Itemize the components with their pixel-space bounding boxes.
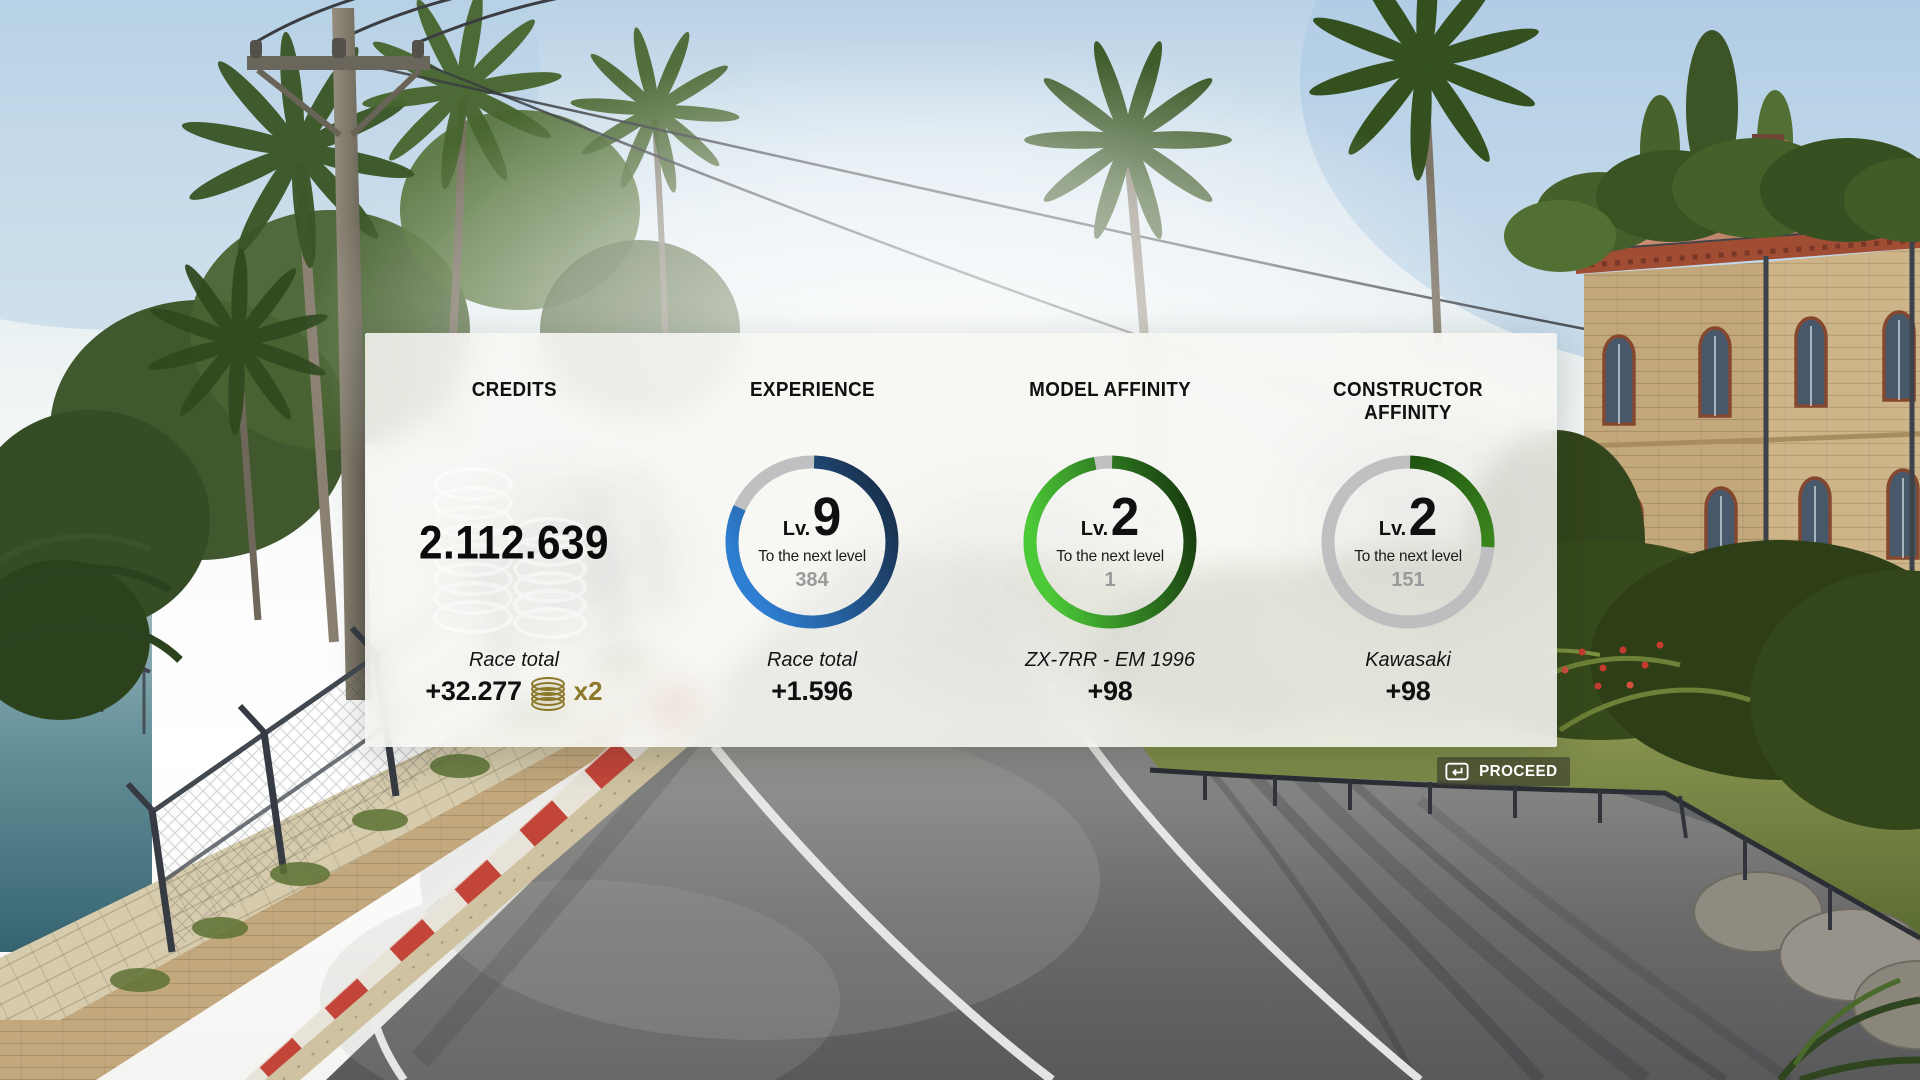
model-affinity-title: MODEL AFFINITY — [1029, 379, 1191, 401]
experience-race-total-value: +1.596 — [771, 676, 853, 706]
credits-race-total-label: Race total — [468, 649, 560, 671]
constructor-affinity-subject: Kawasaki — [1365, 649, 1451, 671]
credits-visual: 2.112.639 — [419, 449, 609, 639]
ring-progress — [1321, 455, 1495, 629]
credits-multiplier-badge: x2 — [573, 675, 603, 706]
constructor-affinity-race-value: +98 — [1385, 676, 1431, 706]
experience-column: EXPERIENCE Lv. 9 To the next level 384 Ra… — [663, 379, 961, 747]
model-affinity-race-value: +98 — [1087, 676, 1133, 706]
model-affinity-next-level-label: To the next level — [1056, 547, 1164, 565]
model-affinity-progress-ring — [1023, 455, 1197, 629]
experience-progress-ring — [725, 455, 899, 629]
experience-level: Lv. 9 — [782, 486, 842, 547]
model-affinity-column: MODEL AFFINITY Lv. 2 To the next level 1 … — [961, 379, 1259, 747]
constructor-affinity-level: Lv. 2 — [1378, 486, 1438, 547]
model-affinity-next-level-value: 1 — [1104, 568, 1116, 591]
foreground-ferns — [0, 533, 183, 663]
constructor-affinity-next-level-label: To the next level — [1354, 547, 1462, 565]
constructor-affinity-next-level-value: 151 — [1391, 568, 1425, 591]
constructor-affinity-column: CONSTRUCTOR AFFINITY Lv. 2 To the next le… — [1259, 379, 1557, 747]
race-rewards-panel: CREDITS 2.112.639 Race total +32.277 x2 … — [365, 333, 1557, 747]
red-flowers — [1561, 641, 1664, 690]
credits-race-total-row: +32.277 x2 — [365, 674, 663, 711]
model-affinity-subject: ZX-7RR - EM 1996 — [1024, 649, 1196, 671]
model-affinity-level: Lv. 2 — [1080, 486, 1140, 547]
enter-key-icon — [1445, 762, 1469, 781]
proceed-button[interactable]: PROCEED — [1437, 757, 1570, 786]
proceed-label: PROCEED — [1479, 762, 1558, 780]
credits-total: 2.112.639 — [419, 515, 609, 569]
ring-progress — [725, 455, 899, 629]
experience-race-total-label: Race total — [766, 649, 858, 671]
credits-column: CREDITS 2.112.639 Race total +32.277 x2 — [365, 379, 663, 747]
experience-next-level-value: 384 — [795, 568, 829, 591]
right-guardrail — [1149, 767, 1920, 941]
credits-title: CREDITS — [471, 379, 557, 401]
rooftop-vegetation — [1504, 138, 1920, 272]
experience-next-level-label: To the next level — [758, 547, 866, 565]
constructor-affinity-progress-ring — [1321, 455, 1495, 629]
experience-title: EXPERIENCE — [749, 379, 875, 401]
constructor-affinity-title: CONSTRUCTOR AFFINITY — [1332, 379, 1484, 424]
credits-race-total-value: +32.277 — [425, 675, 522, 706]
coin-stack-icon — [530, 677, 565, 711]
tire-marks — [1192, 749, 1793, 1080]
ring-progress — [1023, 455, 1197, 629]
